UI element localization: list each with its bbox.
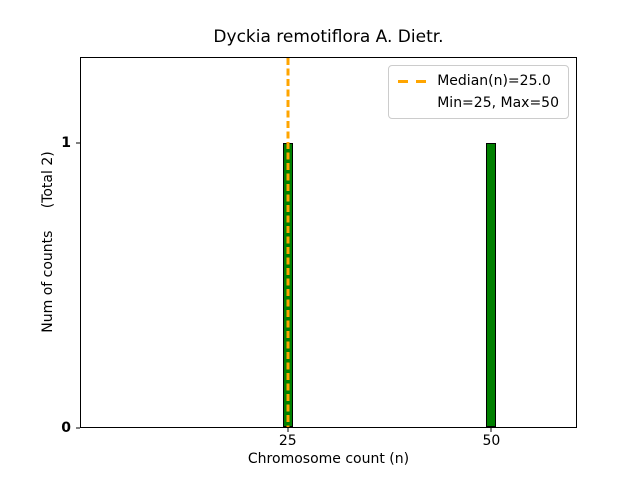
- legend-empty-marker: [398, 102, 426, 105]
- y-axis-label: Num of counts (Total 2): [40, 151, 56, 333]
- median-dashed-line-icon: [398, 79, 427, 83]
- legend-entry-minmax: Min=25, Max=50: [398, 94, 559, 112]
- legend: Median(n)=25.0 Min=25, Max=50: [388, 65, 569, 119]
- y-tick-mark-0: [76, 427, 80, 429]
- y-tick-mark-1: [76, 142, 80, 144]
- legend-minmax-label: Min=25, Max=50: [437, 95, 559, 111]
- legend-median-label: Median(n)=25.0: [437, 73, 551, 89]
- y-tick-label-0: 0: [61, 420, 71, 436]
- y-tick-label-1: 1: [61, 134, 71, 151]
- median-line: [286, 58, 290, 427]
- plot-area: Median(n)=25.0 Min=25, Max=50: [80, 57, 577, 428]
- x-tick-label-25: 25: [278, 433, 297, 449]
- chart-title: Dyckia remotiflora A. Dietr.: [213, 27, 444, 47]
- bar-n50: [485, 143, 497, 427]
- x-tick-mark-25: [287, 428, 289, 432]
- x-axis-label: Chromosome count (n): [247, 451, 410, 467]
- x-tick-label-50: 50: [482, 433, 501, 449]
- legend-entry-median: Median(n)=25.0: [398, 72, 559, 90]
- x-tick-mark-50: [490, 428, 492, 432]
